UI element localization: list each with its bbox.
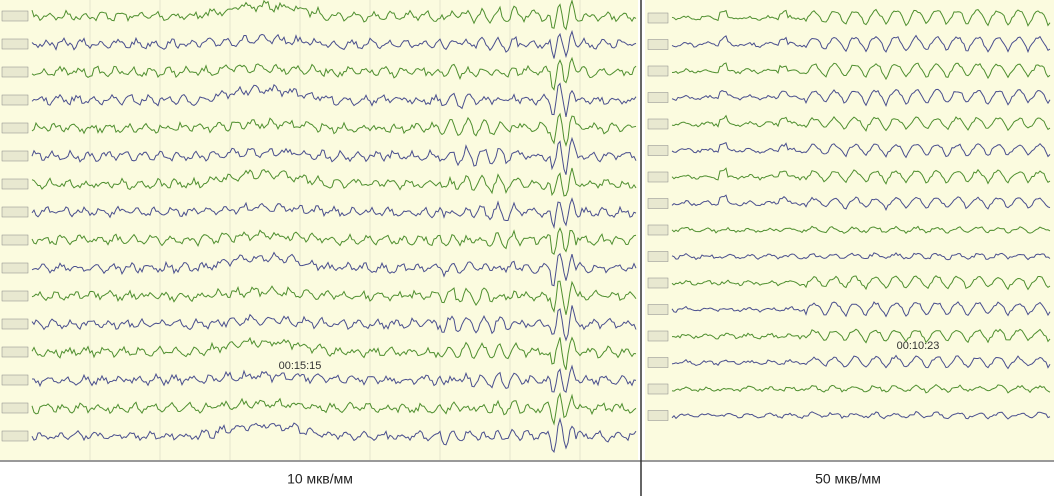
channel-label <box>1 374 29 386</box>
eeg-trace <box>31 305 637 342</box>
channel-label <box>647 224 669 236</box>
scale-caption: 10 мкв/мм <box>287 471 353 487</box>
channel-label <box>1 262 29 274</box>
eeg-trace <box>671 354 1051 370</box>
eeg-trace <box>671 252 1051 261</box>
channel-label <box>1 178 29 190</box>
channel-label <box>647 251 669 262</box>
channel-label <box>1 150 29 162</box>
eeg-trace <box>671 194 1051 212</box>
eeg-trace <box>671 410 1051 420</box>
channel-label <box>1 290 29 302</box>
channel-label <box>647 357 669 368</box>
eeg-trace <box>671 88 1051 108</box>
channel-label <box>1 234 29 246</box>
channel-label <box>1 94 29 106</box>
eeg-trace <box>671 34 1051 54</box>
channel-label <box>647 410 669 421</box>
timestamp: 00:10:23 <box>897 340 940 352</box>
eeg-trace <box>31 392 637 426</box>
channel-label <box>1 10 29 22</box>
timestamp: 00:15:15 <box>279 360 322 372</box>
channel-label <box>647 92 669 103</box>
eeg-trace <box>671 114 1051 132</box>
eeg-trace <box>31 197 637 230</box>
channel-label <box>1 346 29 358</box>
channel-label <box>647 198 669 209</box>
left-panel-bg <box>0 0 638 460</box>
channel-label <box>647 65 669 77</box>
eeg-trace <box>671 62 1051 81</box>
eeg-trace <box>671 225 1051 234</box>
channel-label <box>647 383 669 395</box>
channel-label <box>1 38 29 50</box>
eeg-trace <box>31 56 637 91</box>
eeg-trace <box>671 8 1051 27</box>
channel-label <box>647 277 669 289</box>
eeg-trace <box>31 0 637 31</box>
channel-label <box>647 39 669 50</box>
eeg-trace <box>31 251 637 287</box>
eeg-trace <box>31 29 637 59</box>
channel-label <box>1 122 29 134</box>
channel-label <box>1 402 29 414</box>
scale-caption: 50 мкв/мм <box>815 471 881 487</box>
eeg-trace <box>31 417 637 453</box>
channel-label <box>647 12 669 24</box>
eeg-trace <box>671 142 1051 159</box>
channel-label <box>647 171 669 183</box>
eeg-trace <box>31 112 637 147</box>
eeg-trace <box>31 167 637 197</box>
eeg-trace <box>31 227 637 255</box>
eeg-trace <box>32 364 637 393</box>
channel-label <box>647 118 669 130</box>
channel-label <box>647 330 669 342</box>
eeg-trace <box>671 167 1051 185</box>
channel-label <box>647 145 669 156</box>
channel-label <box>1 206 29 218</box>
channel-label <box>1 66 29 78</box>
channel-label <box>1 318 29 330</box>
eeg-trace <box>31 280 637 315</box>
eeg-trace <box>31 336 637 370</box>
eeg-trace <box>672 328 1051 344</box>
eeg-trace <box>671 383 1051 394</box>
eeg-trace <box>671 301 1051 318</box>
eeg-trace <box>671 275 1051 291</box>
eeg-trace <box>31 136 637 175</box>
channel-label <box>1 430 29 442</box>
traces <box>1 0 1051 460</box>
eeg-trace <box>31 82 637 117</box>
channel-label <box>647 304 669 315</box>
